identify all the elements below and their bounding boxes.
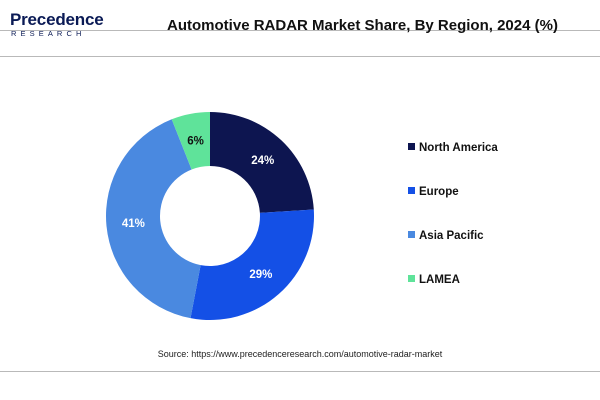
header-divider bbox=[0, 56, 600, 57]
legend-label: Asia Pacific bbox=[419, 230, 484, 242]
logo-subtitle: RESEARCH bbox=[11, 29, 86, 38]
chart-title: Automotive RADAR Market Share, By Region… bbox=[167, 17, 558, 34]
slice-north-america bbox=[210, 112, 314, 213]
data-label-north-america: 24% bbox=[251, 155, 274, 167]
logo-wordmark: Precedence bbox=[10, 10, 104, 29]
precedence-research-logo: Precedence RESEARCH bbox=[10, 11, 105, 41]
legend-label: North America bbox=[419, 142, 498, 154]
legend-swatch bbox=[408, 143, 415, 150]
source-note: Source: https://www.precedenceresearch.c… bbox=[157, 349, 443, 359]
legend-swatch bbox=[408, 231, 415, 238]
legend-item-lamea: LAMEA bbox=[408, 274, 460, 286]
slice-asia-pacific bbox=[106, 119, 201, 319]
data-label-europe: 29% bbox=[249, 269, 272, 281]
legend-swatch bbox=[408, 275, 415, 282]
legend-label: Europe bbox=[419, 186, 459, 198]
legend-item-europe: Europe bbox=[408, 186, 459, 198]
slice-europe bbox=[190, 209, 314, 320]
slice-lamea bbox=[171, 112, 210, 170]
legend-item-asia-pacific: Asia Pacific bbox=[408, 230, 484, 242]
data-label-asia-pacific: 41% bbox=[122, 218, 145, 230]
data-label-lamea: 6% bbox=[187, 135, 204, 147]
legend-item-north-america: North America bbox=[408, 142, 498, 154]
legend-swatch bbox=[408, 187, 415, 194]
legend-label: LAMEA bbox=[419, 274, 460, 286]
